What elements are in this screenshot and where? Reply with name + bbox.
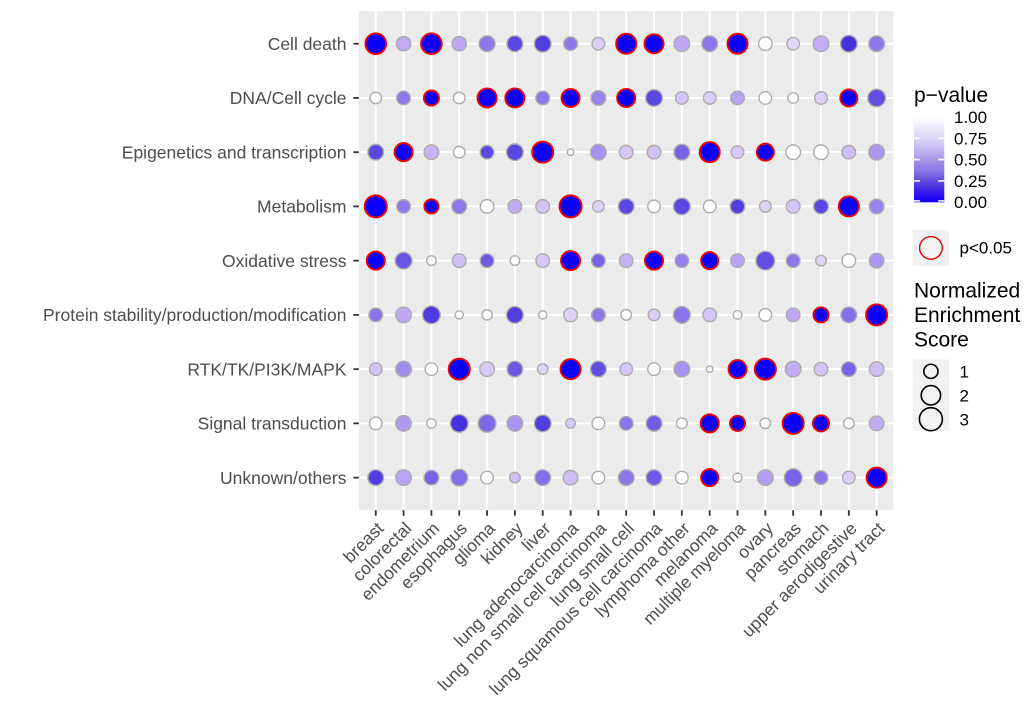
svg-text:Oxidative stress: Oxidative stress <box>222 251 347 271</box>
svg-text:Signal transduction: Signal transduction <box>198 414 347 434</box>
svg-text:Normalized: Normalized <box>914 280 1020 303</box>
svg-text:3: 3 <box>960 410 969 429</box>
svg-text:DNA/Cell cycle: DNA/Cell cycle <box>230 88 347 108</box>
svg-text:Unknown/others: Unknown/others <box>220 468 347 488</box>
svg-text:Protein stability/production/m: Protein stability/production/modificatio… <box>43 305 347 325</box>
svg-text:0.25: 0.25 <box>954 172 987 191</box>
svg-text:Epigenetics and transcription: Epigenetics and transcription <box>122 142 347 162</box>
svg-text:Enrichment: Enrichment <box>914 304 1020 327</box>
svg-text:p−value: p−value <box>914 84 988 107</box>
svg-text:1.00: 1.00 <box>954 108 987 127</box>
svg-text:0.50: 0.50 <box>954 151 987 170</box>
svg-text:2: 2 <box>960 387 969 406</box>
svg-text:0.00: 0.00 <box>954 193 987 212</box>
svg-text:RTK/TK/PI3K/MAPK: RTK/TK/PI3K/MAPK <box>187 359 346 379</box>
svg-text:1: 1 <box>960 363 969 382</box>
svg-text:Cell death: Cell death <box>268 34 347 54</box>
svg-text:p<0.05: p<0.05 <box>960 239 1012 258</box>
svg-text:Metabolism: Metabolism <box>257 197 346 217</box>
svg-text:Score: Score <box>914 329 969 352</box>
svg-text:0.75: 0.75 <box>954 129 987 148</box>
